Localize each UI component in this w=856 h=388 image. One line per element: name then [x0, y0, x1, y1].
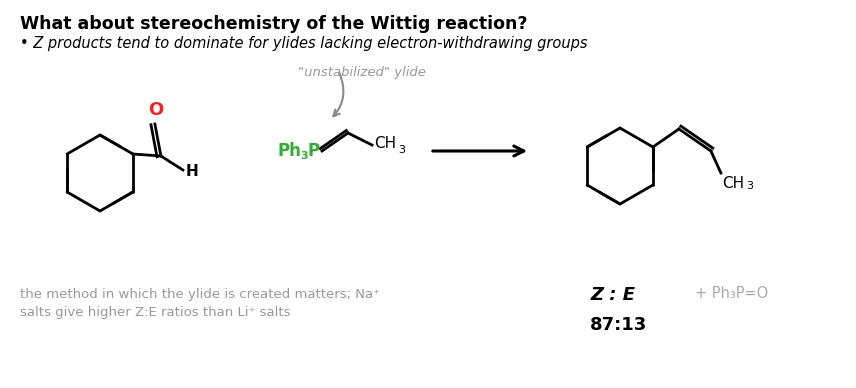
- Text: 3: 3: [300, 151, 307, 161]
- FancyArrowPatch shape: [433, 146, 524, 156]
- Text: P: P: [308, 142, 320, 160]
- Text: • Z products tend to dominate for ylides lacking electron-withdrawing groups: • Z products tend to dominate for ylides…: [20, 36, 587, 51]
- Text: Ph: Ph: [278, 142, 302, 160]
- Text: O: O: [148, 101, 163, 119]
- Text: salts give higher Z:E ratios than Li⁺ salts: salts give higher Z:E ratios than Li⁺ sa…: [20, 306, 290, 319]
- Text: "unstabilized" ylide: "unstabilized" ylide: [298, 66, 426, 79]
- Text: CH: CH: [374, 137, 396, 151]
- Text: 3: 3: [398, 145, 405, 155]
- Text: What about stereochemistry of the Wittig reaction?: What about stereochemistry of the Wittig…: [20, 15, 527, 33]
- Text: 87:13: 87:13: [590, 316, 647, 334]
- Text: 3: 3: [746, 181, 753, 191]
- Text: H: H: [186, 163, 199, 178]
- FancyArrowPatch shape: [334, 73, 343, 116]
- Text: + Ph₃P=O: + Ph₃P=O: [695, 286, 768, 301]
- Text: CH: CH: [722, 176, 744, 191]
- Text: Z : E: Z : E: [590, 286, 635, 304]
- Text: the method in which the ylide is created matters; Na⁺: the method in which the ylide is created…: [20, 288, 380, 301]
